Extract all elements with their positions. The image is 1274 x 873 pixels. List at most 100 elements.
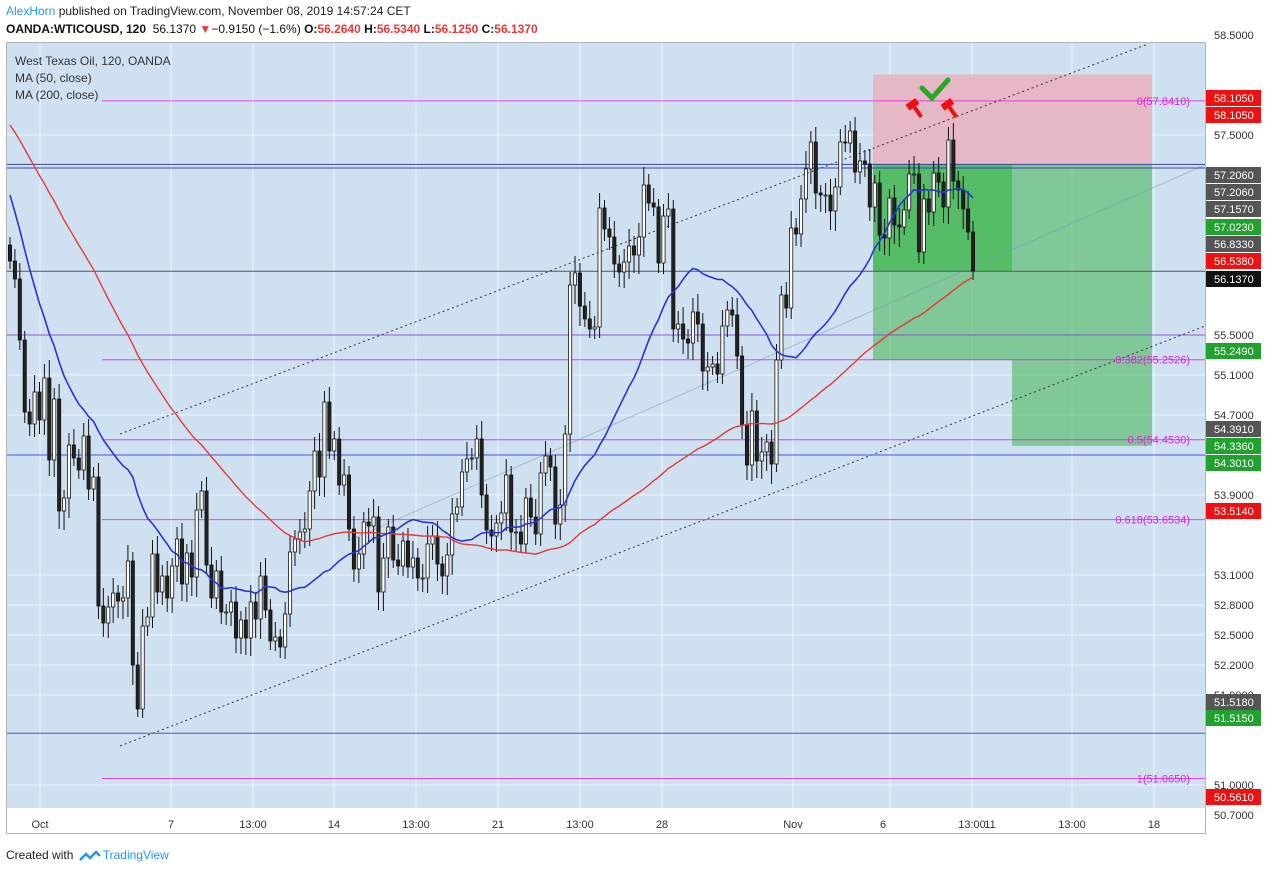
price-label-bg [1206,438,1261,454]
candle-body [219,570,224,613]
candle-body [681,323,686,340]
candle-body [22,339,27,413]
candle-body [779,294,784,361]
price-label-bg [1206,107,1261,123]
price-label-text: 51.5150 [1214,713,1254,725]
price-label-text: 57.1570 [1214,204,1254,216]
y-tick-label: 53.1000 [1214,570,1254,582]
price-label-bg [1206,253,1261,269]
x-tick-label: Oct [31,819,48,831]
price-label-text: 50.5610 [1214,792,1254,804]
candle-body [460,471,465,508]
candle-body [784,294,789,309]
candle-body [155,553,160,593]
candle-body [705,366,710,372]
price-label: 54.3010 [1206,455,1261,471]
price-label: 57.0230 [1206,219,1261,235]
candle-body [794,227,799,235]
x-tick-label: 28 [656,819,668,831]
y-tick-label: 52.5000 [1214,630,1254,642]
candle-body [86,435,91,490]
price-label: 51.5180 [1206,694,1261,710]
channel-lower [119,325,1205,747]
author-link[interactable]: AlexHorn [6,4,56,18]
price-label-bg [1206,710,1261,726]
price-label-bg [1206,184,1261,200]
price-label-text: 56.8330 [1214,239,1254,251]
down-arrow-icon: ▼ [199,22,212,36]
candle-body [297,531,302,540]
price-label: 57.1570 [1206,201,1261,217]
high-value: 56.5340 [376,22,421,36]
price-label-bg [1206,343,1261,359]
price-label-text: 57.2060 [1214,187,1254,199]
candle-body [548,455,553,468]
tradingview-brand[interactable]: TradingView [102,848,169,862]
candle-body [587,318,592,330]
candle-body [243,619,248,639]
candle-body [754,410,759,462]
candle-body [921,198,926,253]
candle-body [351,528,356,570]
candle-body [808,141,813,170]
price-label-text: 58.1050 [1214,93,1254,105]
stop-loss-zone [873,74,1152,165]
candle-body [204,490,209,566]
candle-body [941,181,946,208]
x-tick-label: 7 [168,819,174,831]
candle-body [533,516,538,535]
x-tick-label: 14 [328,819,340,831]
candle-body [17,278,22,341]
candle-body [140,625,145,710]
profit-zone-1b [1012,164,1152,272]
candle-body [273,636,278,642]
candle-body [401,540,406,567]
legend-ma50[interactable]: MA (50, close) [15,71,92,85]
candle-body [381,557,386,593]
candle-body [907,173,912,211]
candle-body [602,207,607,230]
candle-body [96,476,101,607]
candle-body [37,391,42,421]
candle-body [150,553,155,618]
candle-body [469,457,474,460]
candle-body [184,552,189,585]
candle-body [66,444,71,499]
candle-body [445,554,450,577]
open-label: O: [304,22,318,36]
candle-body [405,540,410,568]
price-label-text: 51.5180 [1214,697,1254,709]
candle-body [415,557,420,579]
candle-body [145,616,150,627]
candle-body [135,664,140,710]
price-label: 50.5610 [1206,789,1261,805]
candle-body [695,311,700,325]
price-label: 54.3910 [1206,421,1261,437]
candle-body [568,284,573,435]
x-tick-label: 6 [880,819,886,831]
x-tick-label: 21 [492,819,504,831]
candle-body [32,391,37,425]
low-value: 56.1250 [434,22,479,36]
candle-body [47,377,52,461]
legend-ma200[interactable]: MA (200, close) [15,88,99,102]
tradingview-logo-icon [78,850,101,861]
candle-body [7,244,12,262]
x-tick-label: 13:00 [239,819,267,831]
published-line: AlexHorn published on TradingView.com, N… [6,4,411,18]
legend-title: West Texas Oil, 120, OANDA [15,54,171,68]
candle-body [641,184,646,238]
candle-body [764,441,769,453]
y-tick-label: 55.5000 [1214,330,1254,342]
candle-body [278,636,283,648]
candle-body [116,592,121,602]
candle-body [877,182,882,236]
y-tick-label: 50.7000 [1214,810,1254,822]
candle-body [52,398,57,461]
candle-body [966,208,971,233]
candle-body [730,309,735,316]
candle-body [474,438,479,459]
candle-body [288,551,293,615]
fib-label: 0(57.8410) [1137,96,1190,108]
